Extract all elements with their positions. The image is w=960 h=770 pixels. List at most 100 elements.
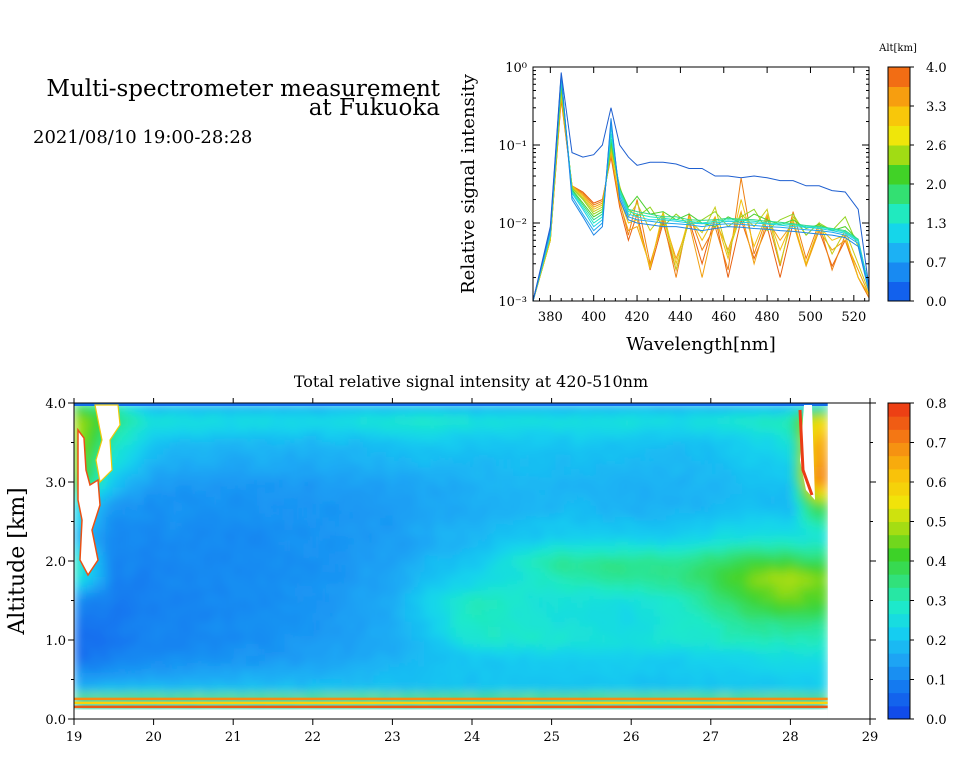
heatmap-cell <box>245 595 253 600</box>
heatmap-cell <box>322 624 330 628</box>
heatmap-cell <box>309 551 317 556</box>
heatmap-cell <box>316 551 323 556</box>
spectrum-y-tick-label: 10⁻³ <box>498 295 527 310</box>
heatmap-cell <box>316 643 323 647</box>
heatmap-cell <box>265 491 272 496</box>
heatmap-cell <box>245 659 253 663</box>
heatmap-cell <box>277 633 285 638</box>
heatmap-cell <box>118 687 126 692</box>
heatmap-cell <box>335 652 343 657</box>
heatmap-cell <box>207 447 215 451</box>
heatmap-cell <box>131 583 139 587</box>
heatmap-cell <box>163 494 171 499</box>
heatmap-cell <box>150 488 158 493</box>
heatmap-cell <box>118 406 126 410</box>
spectrum-series-line <box>533 93 869 301</box>
heatmap-cell <box>86 434 94 439</box>
heatmap-cell <box>379 586 387 591</box>
heatmap-cell <box>373 507 381 512</box>
heatmap-cell <box>290 545 298 549</box>
heatmap-cell <box>105 598 113 603</box>
heatmap-cell <box>195 529 202 534</box>
heatmap-cell <box>373 551 381 556</box>
heatmap-cell <box>379 469 387 474</box>
heatmap-cell <box>163 687 171 692</box>
heatmap-cell <box>258 497 266 502</box>
heatmap-cell <box>354 526 362 530</box>
heatmap-cell <box>316 444 323 448</box>
heatmap-cell <box>271 431 279 436</box>
heatmap-cell <box>316 621 323 625</box>
heatmap-cell <box>226 538 234 543</box>
heatmap-cell <box>284 621 292 625</box>
heatmap-cell <box>277 501 285 505</box>
heatmap-cell <box>74 412 81 417</box>
heatmap-cell <box>386 687 393 692</box>
heatmap-cell <box>86 422 94 426</box>
heatmap-cell <box>379 450 387 455</box>
heatmap-cell <box>156 687 164 692</box>
heatmap-cell <box>150 668 158 673</box>
heatmap-cell <box>341 586 349 591</box>
heatmap-cell <box>137 649 145 654</box>
heatmap-cell <box>86 592 94 597</box>
heatmap-cell <box>239 516 247 521</box>
heatmap-cell <box>335 690 343 695</box>
heatmap-cell <box>118 621 126 625</box>
heatmap-cell <box>124 674 132 679</box>
heatmap-cell <box>360 406 368 410</box>
heatmap-cell <box>245 662 253 666</box>
heatmap-cell <box>258 674 266 679</box>
heatmap-cell <box>118 592 126 597</box>
heatmap-cell <box>233 693 241 698</box>
heatmap-cell <box>118 437 126 442</box>
heatmap-cell <box>163 437 171 442</box>
heatmap-cell <box>303 671 311 676</box>
heatmap-cell <box>360 605 368 609</box>
heatmap-cell <box>322 592 330 597</box>
heatmap-cell <box>335 418 343 423</box>
heatmap-cell <box>322 545 330 549</box>
heatmap-cell <box>201 507 209 512</box>
heatmap-cell <box>347 646 355 651</box>
heatmap-cell <box>112 598 120 603</box>
heatmap-cell <box>341 491 349 496</box>
heatmap-cell <box>137 513 145 518</box>
heatmap-cell <box>156 428 164 433</box>
heatmap-cell <box>258 453 266 458</box>
altitude-colorbar: Alt[km] 4.03.32.62.01.30.70.0 <box>878 43 947 310</box>
heatmap-cell <box>258 529 266 534</box>
heatmap-cell <box>296 475 304 480</box>
heatmap-cell <box>341 422 349 426</box>
heatmap-cell <box>163 690 171 695</box>
heatmap-cell <box>252 482 260 486</box>
heatmap-cell <box>303 551 311 556</box>
heatmap-cell <box>105 507 113 512</box>
heatmap-cell <box>131 652 139 657</box>
heatmap-cell <box>277 580 285 584</box>
heatmap-cell <box>271 598 279 603</box>
heatmap-cell <box>303 431 311 436</box>
heatmap-cell <box>93 624 101 628</box>
heatmap-cell <box>93 706 101 711</box>
heatmap-cell <box>303 415 311 420</box>
heatmap-cell <box>124 643 132 647</box>
heatmap-cell <box>335 475 343 480</box>
heatmap-cell <box>124 529 132 534</box>
heatmap-cell <box>277 561 285 565</box>
heatmap-cell <box>188 589 196 594</box>
heatmap-cell <box>290 677 298 682</box>
heatmap-cell <box>290 459 298 464</box>
heatmap-cell <box>182 576 190 581</box>
spectrum-frame <box>532 66 870 302</box>
heatmap-cell <box>86 640 94 644</box>
heatmap-cell <box>207 504 215 508</box>
heatmap-cell <box>93 453 101 458</box>
heatmap-cell <box>156 431 164 436</box>
heatmap-cell <box>214 684 222 688</box>
heatmap-cell <box>214 542 222 546</box>
heatmap-cell <box>354 478 362 483</box>
heatmap-cell <box>105 485 113 489</box>
heatmap-cell <box>341 662 349 666</box>
heatmap-cell <box>163 459 171 464</box>
